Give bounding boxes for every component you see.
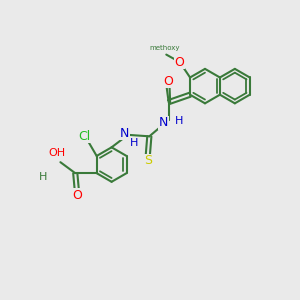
Text: H: H — [38, 172, 47, 182]
Text: O: O — [72, 189, 82, 202]
Text: N: N — [159, 116, 168, 130]
Text: O: O — [175, 56, 184, 68]
Text: H: H — [175, 116, 184, 127]
Text: N: N — [120, 127, 129, 140]
Text: O: O — [163, 75, 173, 88]
Text: Cl: Cl — [79, 130, 91, 143]
Text: methoxy: methoxy — [149, 45, 180, 51]
Text: H: H — [130, 138, 138, 148]
Text: S: S — [144, 154, 152, 167]
Text: OH: OH — [48, 148, 65, 158]
